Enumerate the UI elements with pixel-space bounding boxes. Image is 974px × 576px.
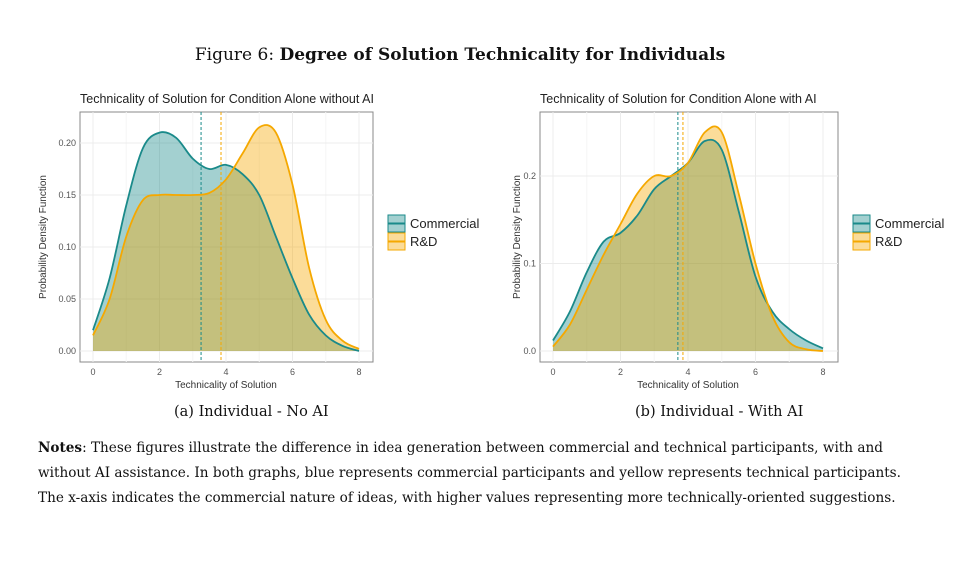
density-line-rd (92, 124, 360, 350)
x-tick-label: 8 (820, 367, 825, 377)
x-tick-label: 0 (550, 367, 555, 377)
y-tick-label: 0.0 (523, 346, 536, 356)
chart-with-ai: Technicality of Solution for Condition A… (512, 92, 944, 391)
y-tick-label: 0.10 (58, 242, 76, 252)
x-tick-label: 2 (157, 367, 162, 377)
density-area-commercial (553, 139, 823, 351)
y-tick-label: 0.05 (58, 294, 76, 304)
notes-label: Notes (38, 440, 83, 456)
legend-label: R&D (410, 234, 437, 249)
density-line-commercial (92, 131, 360, 352)
y-axis-label: Probability Density Function (38, 175, 49, 299)
y-axis-label: Probability Density Function (512, 175, 523, 299)
notes-text: : These figures illustrate the differenc… (38, 440, 901, 506)
x-tick-label: 2 (618, 367, 623, 377)
x-tick-label: 6 (753, 367, 758, 377)
caption-b: (b) Individual - With AI (635, 404, 804, 420)
density-area-commercial (93, 132, 359, 351)
plot-panel (539, 111, 839, 363)
y-tick-label: 0.20 (58, 138, 76, 148)
x-axis-label: Technicality of Solution (175, 380, 277, 391)
chart-title: Technicality of Solution for Condition A… (80, 92, 374, 106)
y-tick-label: 0.2 (523, 171, 536, 181)
notes: Notes: These figures illustrate the diff… (38, 436, 918, 511)
y-tick-label: 0.15 (58, 190, 76, 200)
y-tick-label: 0.1 (523, 259, 536, 269)
x-tick-label: 4 (685, 367, 690, 377)
x-tick-label: 0 (90, 367, 95, 377)
x-tick-label: 8 (356, 367, 361, 377)
legend-label: R&D (875, 234, 902, 249)
x-tick-label: 6 (290, 367, 295, 377)
x-axis-label: Technicality of Solution (637, 380, 739, 391)
chart-title: Technicality of Solution for Condition A… (540, 92, 817, 106)
chart-no-ai: Technicality of Solution for Condition A… (38, 92, 479, 391)
legend-label: Commercial (875, 216, 944, 231)
density-area-rd (553, 126, 823, 351)
caption-a: (a) Individual - No AI (174, 404, 329, 420)
y-tick-label: 0.00 (58, 346, 76, 356)
density-line-rd (552, 125, 824, 352)
x-tick-label: 4 (223, 367, 228, 377)
figure-title-text: Degree of Solution Technicality for Indi… (279, 45, 726, 65)
legend-label: Commercial (410, 216, 479, 231)
density-area-rd (93, 124, 359, 351)
figure-title: Figure 6: Degree of Solution Technicalit… (0, 45, 920, 65)
figure-label: Figure 6: (194, 45, 275, 65)
